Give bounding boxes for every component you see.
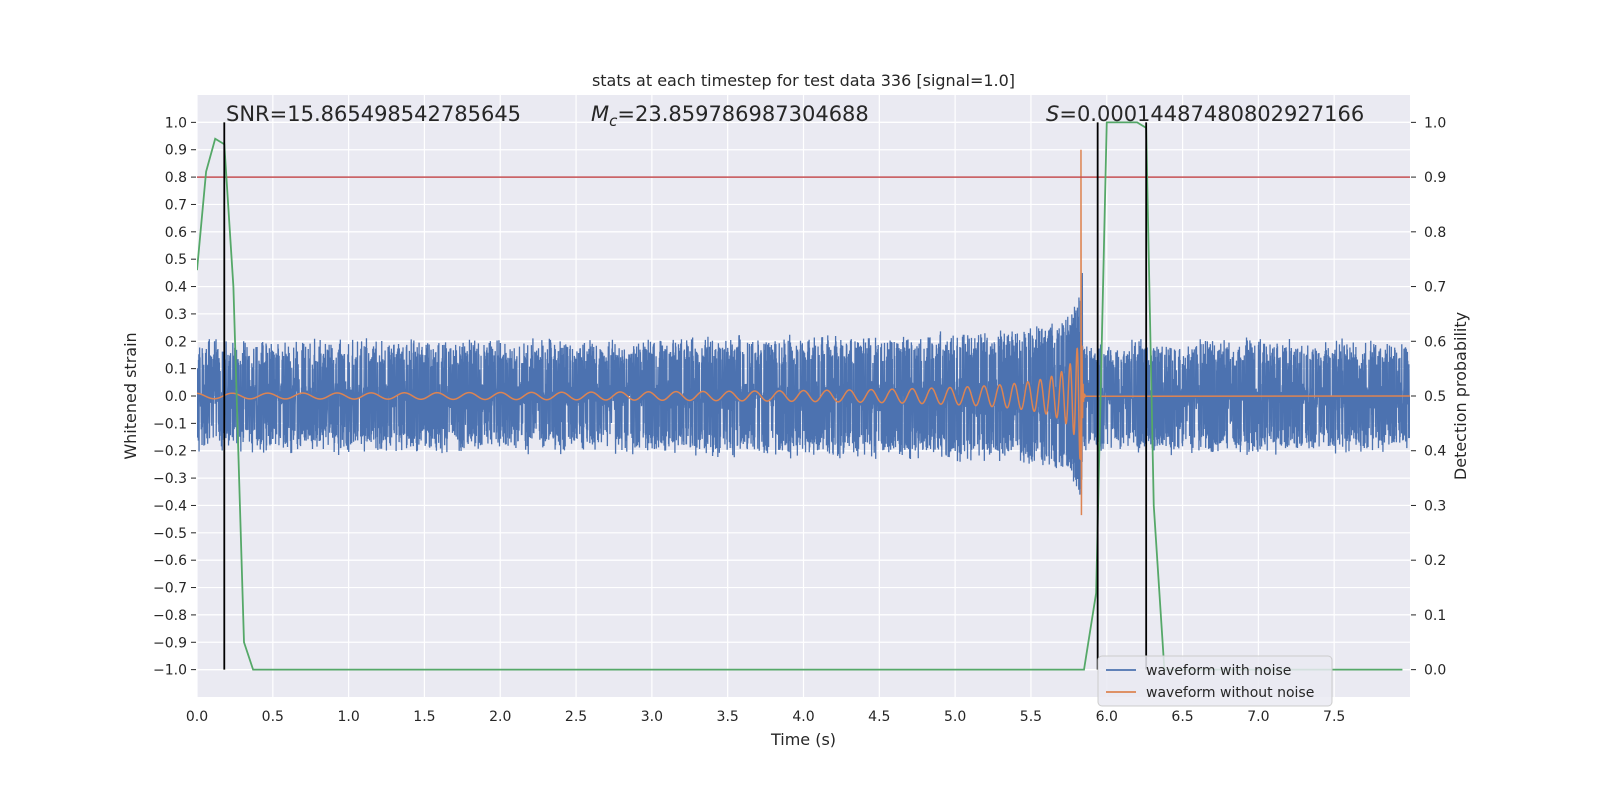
x-tick-label: 6.0 bbox=[1096, 709, 1118, 725]
y-tick-label: 0.7 bbox=[165, 197, 187, 213]
y2-tick-label: 0.6 bbox=[1424, 334, 1446, 350]
chirp-mass-annotation: Mc=23.859786987304688 bbox=[591, 102, 869, 130]
x-tick-label: 2.0 bbox=[489, 709, 511, 725]
y-tick-label: 0.3 bbox=[165, 307, 187, 323]
x-tick-label: 4.5 bbox=[868, 709, 890, 725]
snr-annotation: SNR=15.865498542785645 bbox=[226, 102, 521, 126]
y2-tick-label: 0.2 bbox=[1424, 553, 1446, 569]
x-tick-label: 0.5 bbox=[262, 709, 284, 725]
x-axis-label: Time (s) bbox=[770, 730, 836, 749]
series-line-detection-probability bbox=[197, 121, 1403, 671]
x-tick-label: 0.0 bbox=[186, 709, 208, 725]
chart-title: stats at each timestep for test data 336… bbox=[592, 71, 1015, 90]
y2-axis-label: Detection probability bbox=[1451, 312, 1470, 480]
legend-label-clean: waveform without noise bbox=[1146, 685, 1314, 701]
y-tick-label: 0.9 bbox=[165, 143, 187, 159]
y-tick-label: −0.6 bbox=[153, 553, 187, 569]
y2-tick-label: 0.3 bbox=[1424, 498, 1446, 514]
chirp-mass-subscript: c bbox=[609, 112, 618, 130]
y-tick-label: −0.2 bbox=[153, 444, 187, 460]
y-tick-label: 0.2 bbox=[165, 334, 187, 350]
chirp-mass-symbol: M bbox=[591, 102, 609, 126]
y-tick-label: −0.9 bbox=[153, 635, 187, 651]
y2-tick-label: 0.5 bbox=[1424, 389, 1446, 405]
significance-annotation: S=0.00014487480802927166 bbox=[1046, 102, 1364, 126]
y-tick-label: −0.1 bbox=[153, 416, 187, 432]
series-line-waveform-with-noise bbox=[197, 272, 1410, 495]
y-tick-label: −1.0 bbox=[153, 663, 187, 679]
y-tick-label: −0.3 bbox=[153, 471, 187, 487]
series-line-waveform-without-noise bbox=[197, 149, 1410, 516]
y2-tick-label: 0.4 bbox=[1424, 444, 1446, 460]
significance-value: =0.00014487480802927166 bbox=[1059, 102, 1364, 126]
y-tick-label: −0.5 bbox=[153, 526, 187, 542]
y-tick-label: 0.0 bbox=[165, 389, 187, 405]
x-tick-label: 3.5 bbox=[717, 709, 739, 725]
axes: 0.0 0.5 1.0 1.5 2.0 2.5 3.0 3.5 4.0 4.5 5.0 5.5 6.0 6… bbox=[153, 115, 1446, 725]
x-tick-label: 5.0 bbox=[944, 709, 966, 725]
legend: waveform with noise waveform without noi… bbox=[1097, 655, 1333, 707]
y2-tick-label: 0.8 bbox=[1424, 225, 1446, 241]
y2-tick-label: 0.1 bbox=[1424, 608, 1446, 624]
y-tick-label: 1.0 bbox=[165, 115, 187, 131]
x-tick-label: 3.0 bbox=[641, 709, 663, 725]
legend-label-noise: waveform with noise bbox=[1146, 663, 1291, 679]
y-tick-label: 0.8 bbox=[165, 170, 187, 186]
x-tick-label: 7.5 bbox=[1323, 709, 1345, 725]
legend-box bbox=[1097, 655, 1333, 707]
y2-tick-label: 0.7 bbox=[1424, 280, 1446, 296]
significance-symbol: S bbox=[1046, 102, 1059, 126]
x-tick-label: 1.5 bbox=[413, 709, 435, 725]
x-tick-label: 5.5 bbox=[1020, 709, 1042, 725]
y-tick-label: −0.7 bbox=[153, 581, 187, 597]
clipped-series bbox=[197, 121, 1410, 671]
y-tick-label: 0.1 bbox=[165, 362, 187, 378]
y-tick-label: 0.5 bbox=[165, 252, 187, 268]
y-tick-label: 0.6 bbox=[165, 225, 187, 241]
x-tick-label: 2.5 bbox=[565, 709, 587, 725]
y-axis-label: Whitened strain bbox=[121, 332, 140, 459]
x-tick-label: 7.0 bbox=[1247, 709, 1269, 725]
y2-tick-label: 1.0 bbox=[1424, 115, 1446, 131]
x-tick-label: 1.0 bbox=[337, 709, 359, 725]
x-tick-label: 6.5 bbox=[1171, 709, 1193, 725]
y2-tick-label: 0.9 bbox=[1424, 170, 1446, 186]
y-tick-label: −0.4 bbox=[153, 498, 187, 514]
y2-tick-label: 0.0 bbox=[1424, 663, 1446, 679]
y-tick-label: −0.8 bbox=[153, 608, 187, 624]
chirp-mass-value: =23.859786987304688 bbox=[617, 102, 868, 126]
data-layer bbox=[197, 121, 1410, 671]
x-tick-label: 4.0 bbox=[792, 709, 814, 725]
y-tick-label: 0.4 bbox=[165, 280, 187, 296]
